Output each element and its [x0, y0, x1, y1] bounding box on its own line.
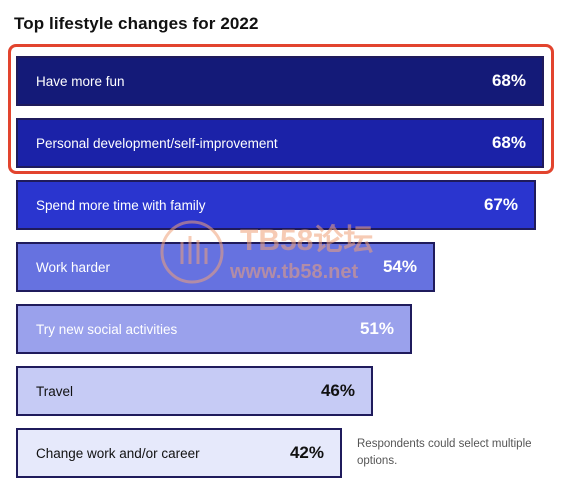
bar: Change work and/or career 42%: [16, 428, 342, 478]
bar: Travel 46%: [16, 366, 373, 416]
bar-label: Work harder: [36, 259, 111, 275]
bar-label: Travel: [36, 383, 74, 399]
bar-label: Try new social activities: [36, 321, 178, 337]
bar: Try new social activities 51%: [16, 304, 412, 354]
bar-label: Personal development/self-improvement: [36, 135, 278, 151]
bar-value-label: 42%: [289, 443, 324, 462]
chart-title: Top lifestyle changes for 2022: [14, 14, 259, 33]
bar-label: Have more fun: [36, 73, 125, 89]
bar-label: Change work and/or career: [36, 445, 200, 461]
bar: Work harder 54%: [16, 242, 435, 292]
bar-value-label: 54%: [382, 257, 417, 276]
bar-value-label: 46%: [320, 381, 355, 400]
highlight-box: [8, 44, 554, 174]
bar-label: Spend more time with family: [36, 197, 206, 213]
bar-value-label: 68%: [491, 71, 526, 90]
bar: Spend more time with family 67%: [16, 180, 536, 230]
bar-value-label: 51%: [359, 319, 394, 338]
chart-note: Respondents could select multiple option…: [357, 438, 532, 467]
bar-value-label: 67%: [483, 195, 518, 214]
bar-value-label: 68%: [491, 133, 526, 152]
bar: Have more fun 68%: [16, 56, 544, 106]
bar: Personal development/self-improvement 68%: [16, 118, 544, 168]
